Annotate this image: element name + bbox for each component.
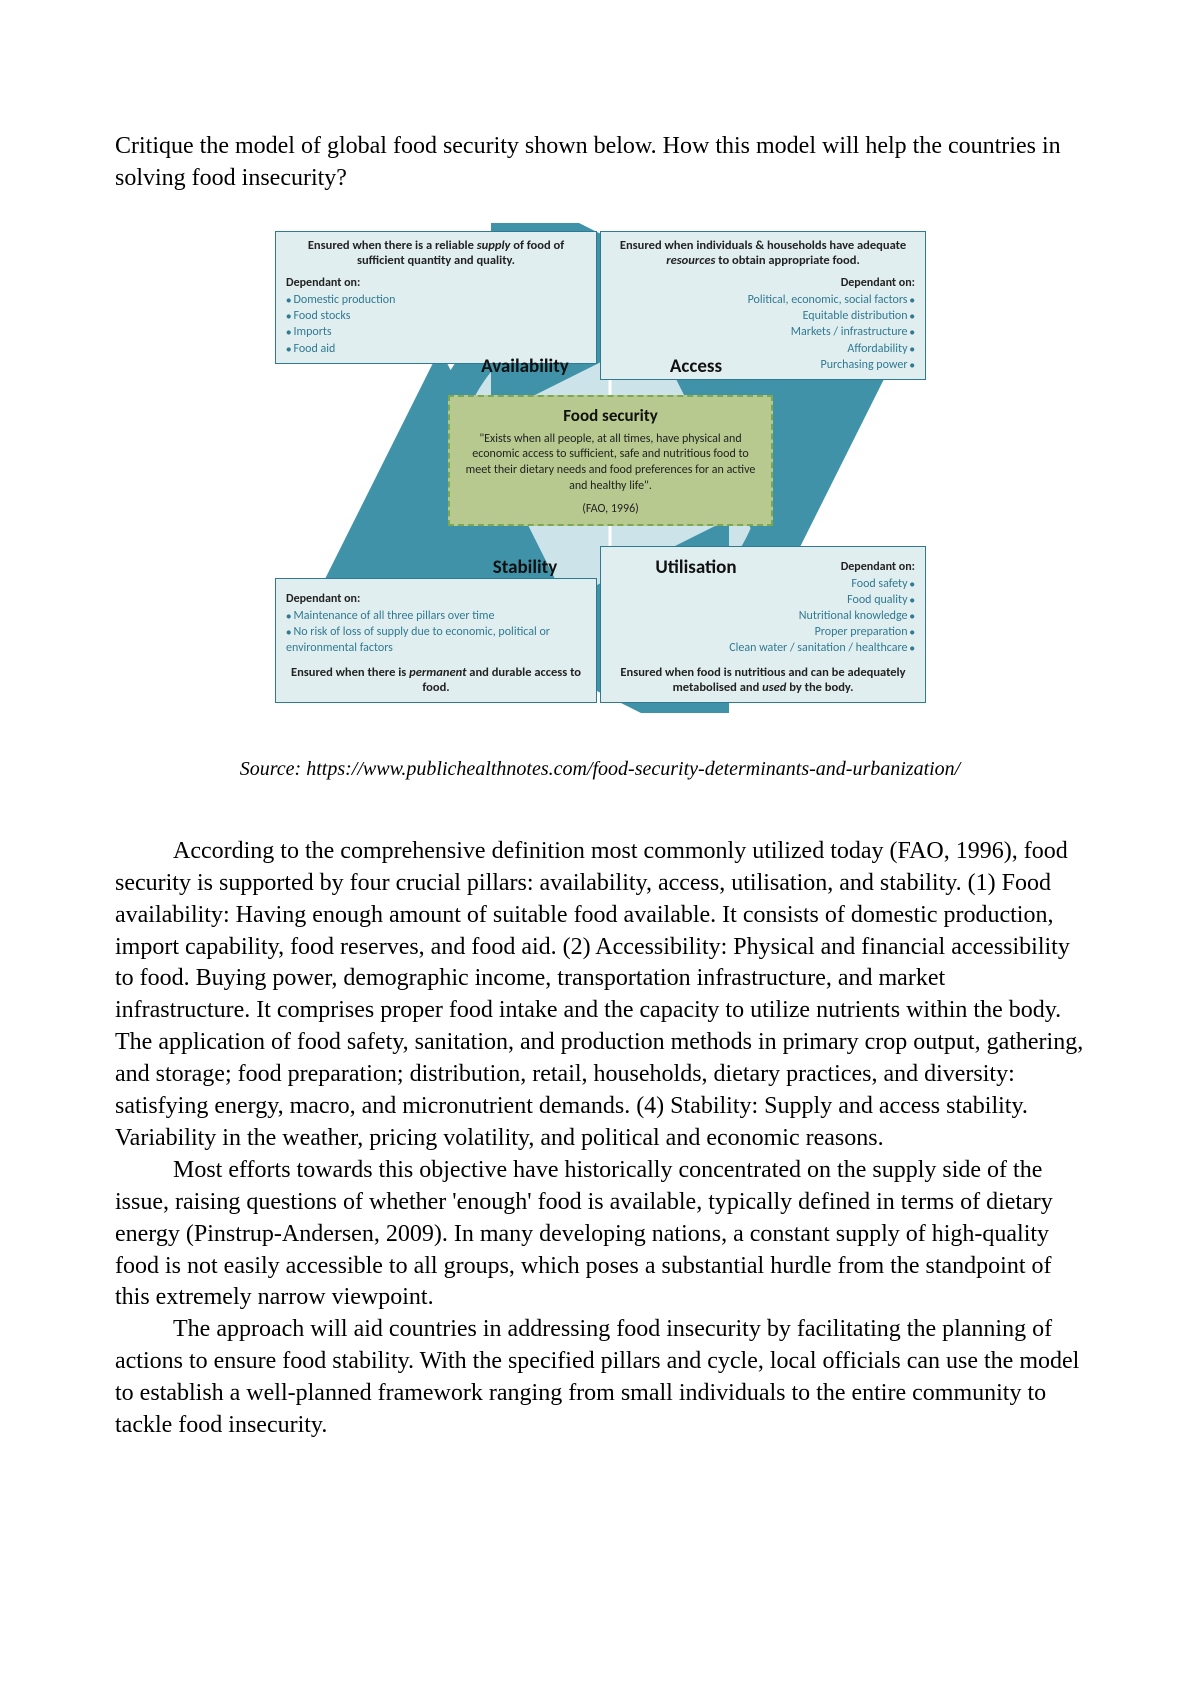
list-item: Equitable distribution bbox=[611, 308, 915, 324]
availability-ensured: Ensured when there is a reliable supply … bbox=[286, 238, 586, 269]
list-item: Nutritional knowledge bbox=[611, 608, 915, 624]
list-item: Proper preparation bbox=[611, 624, 915, 640]
diagram-container: Ensured when there is a reliable supply … bbox=[115, 223, 1085, 713]
access-dep-heading: Dependant on: bbox=[611, 276, 915, 290]
center-title: Food security bbox=[460, 405, 761, 426]
food-security-diagram: Ensured when there is a reliable supply … bbox=[235, 223, 965, 713]
body-paragraph: Most efforts towards this objective have… bbox=[115, 1155, 1085, 1315]
list-item: Maintenance of all three pillars over ti… bbox=[286, 608, 586, 624]
stability-dep-heading: Dependant on: bbox=[286, 592, 586, 606]
list-item: Imports bbox=[286, 324, 586, 340]
stability-dep-list: Maintenance of all three pillars over ti… bbox=[286, 608, 586, 657]
center-food-security-panel: Food security "Exists when all people, a… bbox=[448, 395, 773, 526]
label-utilisation: Utilisation bbox=[636, 556, 756, 579]
body-paragraph: The approach will aid countries in addre… bbox=[115, 1314, 1085, 1442]
list-item: No risk of loss of supply due to economi… bbox=[286, 624, 586, 656]
center-definition: "Exists when all people, at all times, h… bbox=[460, 432, 761, 494]
quadrant-stability: Dependant on: Maintenance of all three p… bbox=[275, 578, 597, 703]
label-availability: Availability bbox=[465, 355, 585, 378]
list-item: Domestic production bbox=[286, 292, 586, 308]
list-item: Markets / infrastructure bbox=[611, 324, 915, 340]
utilisation-dep-list: Food safetyFood qualityNutritional knowl… bbox=[611, 576, 915, 657]
stability-ensured: Ensured when there is permanent and dura… bbox=[286, 665, 586, 696]
center-source: (FAO, 1996) bbox=[460, 502, 761, 516]
list-item: Political, economic, social factors bbox=[611, 292, 915, 308]
access-ensured: Ensured when individuals & households ha… bbox=[611, 238, 915, 269]
list-item: Food stocks bbox=[286, 308, 586, 324]
list-item: Food quality bbox=[611, 592, 915, 608]
availability-dep-heading: Dependant on: bbox=[286, 276, 586, 290]
availability-dep-list: Domestic productionFood stocksImportsFoo… bbox=[286, 292, 586, 357]
utilisation-ensured: Ensured when food is nutritious and can … bbox=[611, 665, 915, 696]
label-access: Access bbox=[636, 355, 756, 378]
label-stability: Stability bbox=[465, 556, 585, 579]
body-paragraph: According to the comprehensive definitio… bbox=[115, 836, 1085, 1155]
list-item: Clean water / sanitation / healthcare bbox=[611, 640, 915, 656]
question-text: Critique the model of global food securi… bbox=[115, 130, 1085, 195]
quadrant-availability: Ensured when there is a reliable supply … bbox=[275, 231, 597, 364]
diagram-source-line: Source: https://www.publichealthnotes.co… bbox=[115, 758, 1085, 781]
